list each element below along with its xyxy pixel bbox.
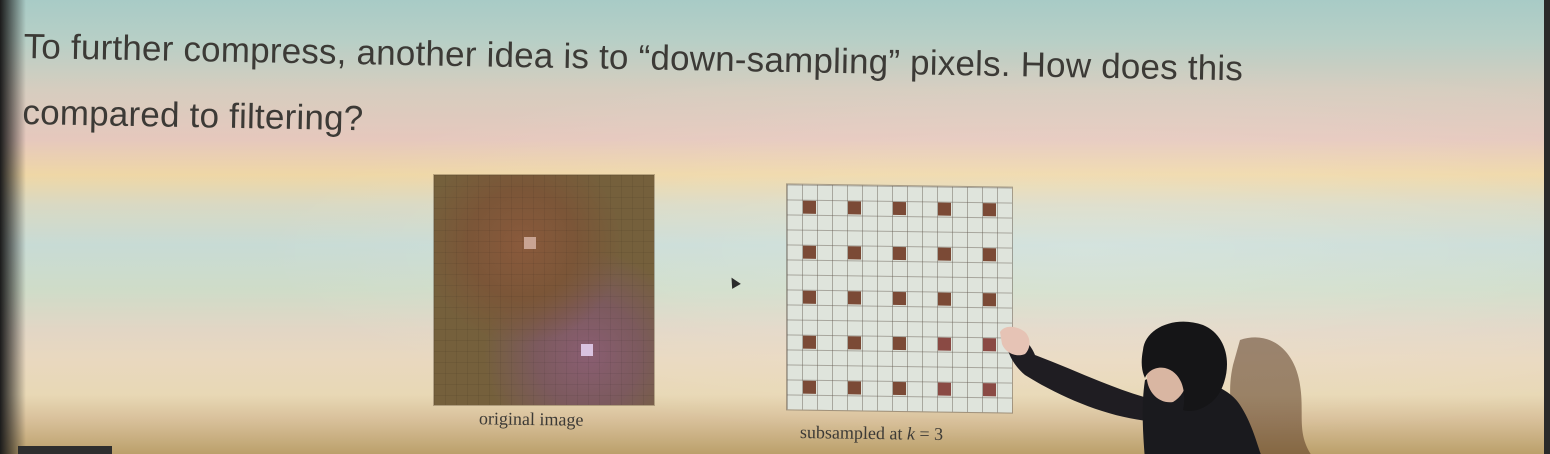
sample-pixel (803, 245, 816, 259)
subsampled-caption-suffix: = 3 (914, 423, 944, 444)
sample-pixel (848, 336, 861, 350)
presenter-hand (1000, 326, 1030, 356)
sample-pixel (983, 293, 996, 307)
sample-pixel (938, 337, 951, 351)
original-image-caption: original image (478, 408, 584, 430)
sample-pixel (893, 246, 906, 261)
sample-pixel (803, 200, 816, 214)
sample-pixel (803, 290, 816, 304)
sample-pixel (938, 382, 951, 396)
bright-pixel (581, 344, 593, 356)
sample-pixel (803, 335, 816, 349)
subsampled-caption: subsampled at k = 3 (800, 422, 943, 445)
presenter-hair (1141, 321, 1227, 412)
sample-pixel (893, 381, 906, 396)
pixel-grid-overlay (434, 175, 654, 405)
sample-pixel (938, 292, 951, 306)
sample-pixel (848, 291, 861, 305)
sample-pixel (848, 201, 861, 215)
sample-pixel (848, 381, 861, 395)
subsampled-grid-figure (787, 184, 1012, 413)
subsampled-caption-variable: k (906, 423, 916, 444)
left-edge-shadow (0, 0, 26, 454)
overlay-label (18, 446, 112, 454)
right-edge-shadow (1544, 0, 1550, 454)
sample-pixel (848, 246, 861, 260)
subsampled-caption-prefix: subsampled at (799, 422, 908, 444)
sample-pixel (893, 201, 906, 216)
sample-pixel (983, 248, 996, 262)
sample-pixel (893, 291, 906, 306)
presenter-arm (1006, 335, 1160, 422)
sample-pixel (803, 380, 816, 394)
sample-pixel (938, 247, 951, 261)
original-image-figure (434, 175, 654, 405)
bright-pixel (524, 237, 536, 249)
slide-question: To further compress, another idea is to … (22, 27, 1243, 152)
sample-pixel (893, 336, 906, 351)
sample-pixel (983, 203, 996, 217)
sample-pixel (938, 202, 951, 216)
presenter (1000, 321, 1311, 454)
